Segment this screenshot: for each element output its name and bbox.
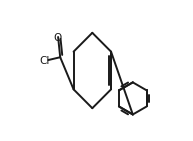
- Text: O: O: [53, 33, 62, 43]
- Text: Cl: Cl: [39, 56, 50, 66]
